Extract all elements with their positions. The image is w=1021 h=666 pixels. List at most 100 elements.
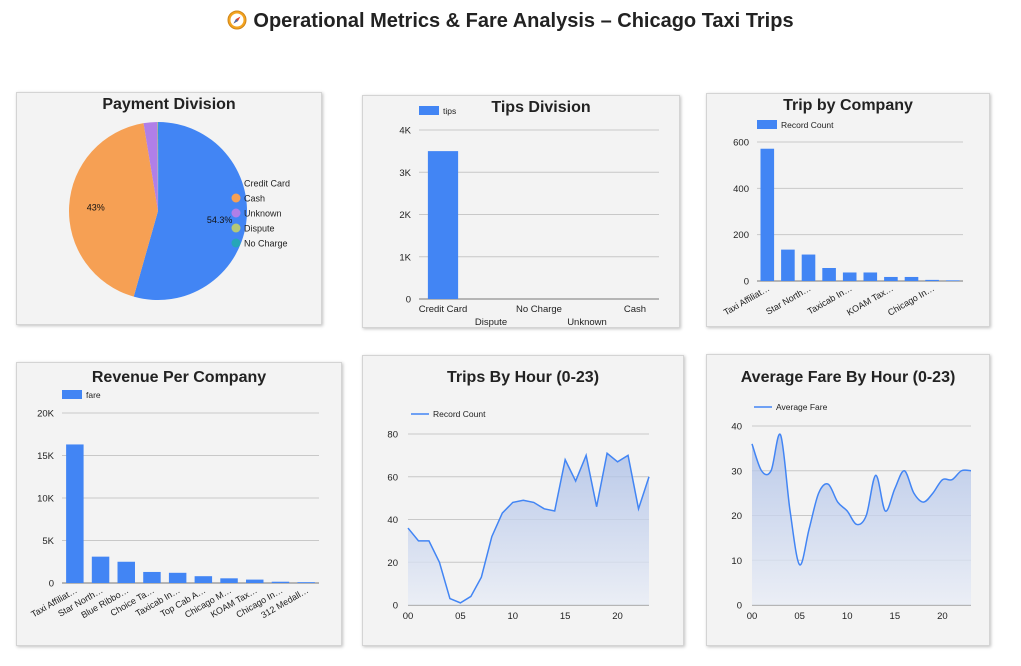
y-tick-label: 30 — [731, 466, 742, 477]
legend-marker — [231, 178, 241, 188]
legend-label: Record Count — [781, 120, 834, 130]
bar-7 — [246, 579, 264, 583]
trip-by-company-card: Trip by Company 0 200 400 600 Taxi Affiliat…… — [706, 93, 990, 327]
x-tick-label: 20 — [937, 611, 948, 622]
pie-slice-dispute — [157, 122, 158, 211]
bar-9 — [945, 280, 960, 281]
bar-2 — [117, 561, 135, 583]
y-tick-label: 20 — [387, 558, 398, 569]
trip-by-company-title: Trip by Company — [783, 97, 913, 114]
y-tick-label: 5K — [42, 536, 54, 547]
x-tick-label: Unknown — [567, 317, 607, 328]
legend-label: Average Fare — [776, 402, 828, 412]
bar-2 — [801, 254, 816, 281]
y-tick-label: 2K — [399, 210, 411, 221]
payment-division-title: Payment Division — [102, 96, 236, 113]
x-tick-label: 00 — [403, 611, 414, 622]
series-line — [407, 451, 650, 604]
trips-by-hour-chart: 0 20 40 60 80 00 05 10 15 20 Record Count — [387, 409, 650, 622]
trips-by-hour-title: Trips By Hour (0-23) — [446, 369, 600, 386]
x-tick-label: 15 — [890, 611, 901, 622]
y-tick-label: 0 — [393, 601, 398, 612]
legend-marker — [419, 106, 439, 115]
payment-division-card: Payment Division 54.3% 43% Credit Card Cash… — [16, 92, 322, 325]
pie-slice-unknown — [143, 122, 158, 211]
bar-4 — [842, 272, 857, 281]
y-tick-label: 1K — [399, 252, 411, 263]
legend-label: tips — [443, 106, 456, 116]
series-line — [751, 433, 972, 566]
pie-slice-label: 54.3% — [207, 215, 233, 225]
legend-marker — [231, 208, 241, 218]
y-tick-label: 3K — [399, 168, 411, 179]
area-fill — [408, 453, 649, 605]
legend-marker — [757, 120, 777, 129]
average-fare-by-hour-card: Average Fare By Hour (0-23) 0 10 20 30 40 00 0… — [706, 354, 990, 646]
legend-marker — [231, 193, 241, 203]
page-title-text: Operational Metrics & Fare Analysis – Ch… — [253, 10, 794, 32]
average-fare-by-hour-chart: 0 10 20 30 40 00 05 10 15 20 Average Fare — [731, 402, 972, 622]
y-tick-label: 10K — [37, 494, 55, 505]
legend-label: Dispute — [244, 224, 275, 234]
x-tick-label: Credit Card — [419, 304, 468, 315]
tips-division-title: Tips Division — [491, 99, 591, 116]
legend-marker — [231, 238, 241, 248]
x-tick-label: 00 — [747, 611, 758, 622]
area-fill — [752, 434, 971, 605]
x-tick-label: No Charge — [516, 304, 562, 315]
x-tick-label: Chicago In… — [886, 283, 936, 318]
x-tick-label: 15 — [560, 611, 571, 622]
compass-icon — [227, 10, 247, 30]
bar-7 — [904, 276, 919, 281]
y-tick-label: 200 — [733, 230, 749, 241]
bar-0 — [66, 444, 84, 583]
page-title: Operational Metrics & Fare Analysis – Ch… — [0, 10, 1021, 33]
bar-5 — [863, 272, 878, 281]
y-tick-label: 40 — [731, 422, 742, 433]
y-tick-label: 600 — [733, 138, 749, 149]
trips-by-hour-card: Trips By Hour (0-23) 0 20 40 60 80 00 05 10 15 20… — [362, 355, 684, 646]
y-tick-label: 40 — [387, 515, 398, 526]
y-tick-label: 0 — [49, 579, 54, 590]
bar-0 — [760, 148, 775, 281]
bar-4 — [168, 572, 187, 583]
bar-0 — [427, 151, 459, 299]
pie-slice-no-charge — [158, 122, 159, 211]
y-tick-label: 80 — [387, 430, 398, 441]
bar-6 — [220, 578, 238, 583]
y-tick-label: 20K — [37, 409, 55, 420]
x-tick-label: 05 — [794, 611, 805, 622]
x-tick-label: 10 — [842, 611, 853, 622]
legend-label: fare — [86, 390, 101, 400]
tips-division-chart: 0 1K 2K 3K 4K Credit Card Dispute No Charge Unkn… — [399, 106, 659, 328]
revenue-per-company-card: Revenue Per Company 0 5K 10K 15K 20K Taxi Aff… — [16, 362, 342, 646]
bar-1 — [781, 249, 795, 281]
pie-slice-label: 43% — [87, 202, 105, 212]
payment-division-chart: 54.3% 43% Credit Card Cash Unknown Dispute No … — [69, 122, 290, 300]
bar-1 — [91, 556, 110, 583]
revenue-per-company-title: Revenue Per Company — [91, 369, 267, 386]
tips-division-card: Tips Division 0 1K 2K 3K 4K Credit Card Disput… — [362, 95, 680, 328]
y-tick-label: 400 — [733, 184, 749, 195]
x-tick-label: 05 — [455, 611, 466, 622]
x-tick-label: 10 — [507, 611, 518, 622]
legend-label: Unknown — [244, 209, 282, 219]
y-tick-label: 10 — [731, 556, 742, 567]
y-tick-label: 60 — [387, 472, 398, 483]
average-fare-by-hour-title: Average Fare By Hour (0-23) — [740, 369, 956, 386]
bar-9 — [297, 582, 315, 583]
bar-6 — [884, 276, 898, 281]
y-tick-label: 0 — [737, 601, 742, 612]
x-tick-label: Taxi Affiliat… — [722, 283, 771, 317]
x-tick-label: 20 — [612, 611, 623, 622]
legend-label: No Charge — [244, 239, 288, 249]
pie-slice-cash — [69, 123, 158, 297]
bar-8 — [271, 581, 290, 583]
pie-slice-credit-card — [133, 122, 247, 300]
y-tick-label: 0 — [744, 277, 749, 288]
x-tick-label: Cash — [624, 304, 646, 315]
bar-3 — [143, 571, 161, 583]
y-tick-label: 20 — [731, 511, 742, 522]
